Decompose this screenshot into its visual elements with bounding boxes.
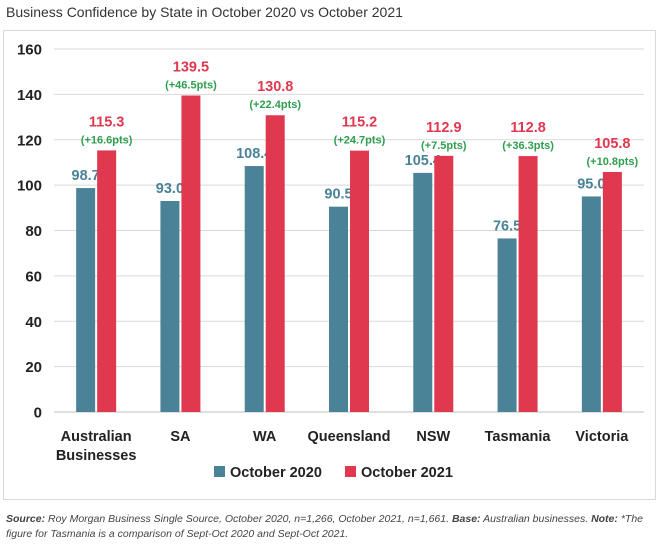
source-text: Roy Morgan Business Single Source, Octob… xyxy=(45,513,452,525)
y-tick-label: 60 xyxy=(25,268,42,285)
footnote: Source: Roy Morgan Business Single Sourc… xyxy=(6,512,654,542)
change-annotation: (+24.7pts) xyxy=(334,135,386,147)
bar-october-2021 xyxy=(97,150,117,412)
y-tick-label: 80 xyxy=(25,223,42,240)
bar-october-2021 xyxy=(602,171,622,412)
bar-october-2020 xyxy=(329,206,348,412)
base-text: Australian businesses. xyxy=(480,513,592,525)
chart-container: 0 20 40 60 80 100 120 140 160 98.7 115.3 (+16.6pts)… xyxy=(3,30,656,500)
data-label-october-2020: 105.4 xyxy=(405,153,441,169)
bar-october-2020 xyxy=(581,196,601,412)
data-label-october-2021: 115.2 xyxy=(342,115,378,131)
y-tick-label: 40 xyxy=(25,314,42,331)
base-label: Base: xyxy=(451,513,481,525)
legend-label: October 2020 xyxy=(230,465,322,481)
data-label-october-2021: 115.3 xyxy=(89,114,125,130)
y-tick-label: 100 xyxy=(17,178,42,195)
legend-swatch xyxy=(345,466,356,477)
y-tick-label: 0 xyxy=(34,405,42,422)
bar-october-2020 xyxy=(413,172,433,412)
bar-october-2021 xyxy=(181,95,201,413)
change-annotation: (+36.3pts) xyxy=(502,140,554,152)
data-label-october-2021: 112.8 xyxy=(510,120,546,136)
bar-october-2020 xyxy=(160,201,180,412)
data-label-october-2021: 112.9 xyxy=(426,120,462,136)
bar-october-2020 xyxy=(244,166,264,412)
data-label-october-2021: 139.5 xyxy=(173,60,209,76)
note-label: Note: xyxy=(591,513,618,525)
data-label-october-2020: 108.4 xyxy=(236,146,272,162)
change-annotation: (+10.8pts) xyxy=(587,156,639,168)
x-tick-label: SA xyxy=(170,429,191,445)
bar-october-2021 xyxy=(265,115,285,412)
y-tick-label: 120 xyxy=(17,132,42,149)
x-tick-label: Businesses xyxy=(56,448,137,464)
bar-october-2020 xyxy=(76,188,96,412)
change-annotation: (+16.6pts) xyxy=(81,134,133,146)
data-label-october-2021: 130.8 xyxy=(257,79,293,95)
bar-october-2021 xyxy=(350,150,369,412)
change-annotation: (+7.5pts) xyxy=(421,140,467,152)
data-label-october-2020: 76.5 xyxy=(493,218,521,234)
note-text: *The figure for Tasmania is a comparison… xyxy=(6,513,644,540)
legend-swatch xyxy=(214,466,225,477)
bar-october-2020 xyxy=(497,238,517,412)
data-label-october-2020: 98.7 xyxy=(72,168,100,184)
legend-label: October 2021 xyxy=(361,465,453,481)
x-tick-label: NSW xyxy=(416,429,450,445)
y-tick-label: 20 xyxy=(25,359,42,376)
x-tick-label: Australian xyxy=(61,429,132,445)
source-label: Source: xyxy=(6,513,46,525)
x-tick-label: Victoria xyxy=(575,429,629,445)
x-tick-label: WA xyxy=(253,429,277,445)
x-tick-label: Tasmania xyxy=(485,429,552,445)
change-annotation: (+22.4pts) xyxy=(249,99,301,111)
y-tick-label: 140 xyxy=(17,87,42,104)
data-label-october-2020: 90.5 xyxy=(324,187,352,203)
change-annotation: (+46.5pts) xyxy=(165,80,217,92)
y-tick-label: 160 xyxy=(17,42,42,59)
data-label-october-2020: 95.0 xyxy=(577,176,605,192)
chart-title: Business Confidence by State in October … xyxy=(6,4,403,20)
bar-chart: 0 20 40 60 80 100 120 140 160 98.7 115.3 (+16.6pts)… xyxy=(17,42,644,481)
x-tick-label: Queensland xyxy=(308,429,391,445)
data-label-october-2020: 93.0 xyxy=(156,181,184,197)
data-label-october-2021: 105.8 xyxy=(594,136,630,152)
bar-october-2021 xyxy=(434,155,454,412)
bar-october-2021 xyxy=(518,156,538,412)
